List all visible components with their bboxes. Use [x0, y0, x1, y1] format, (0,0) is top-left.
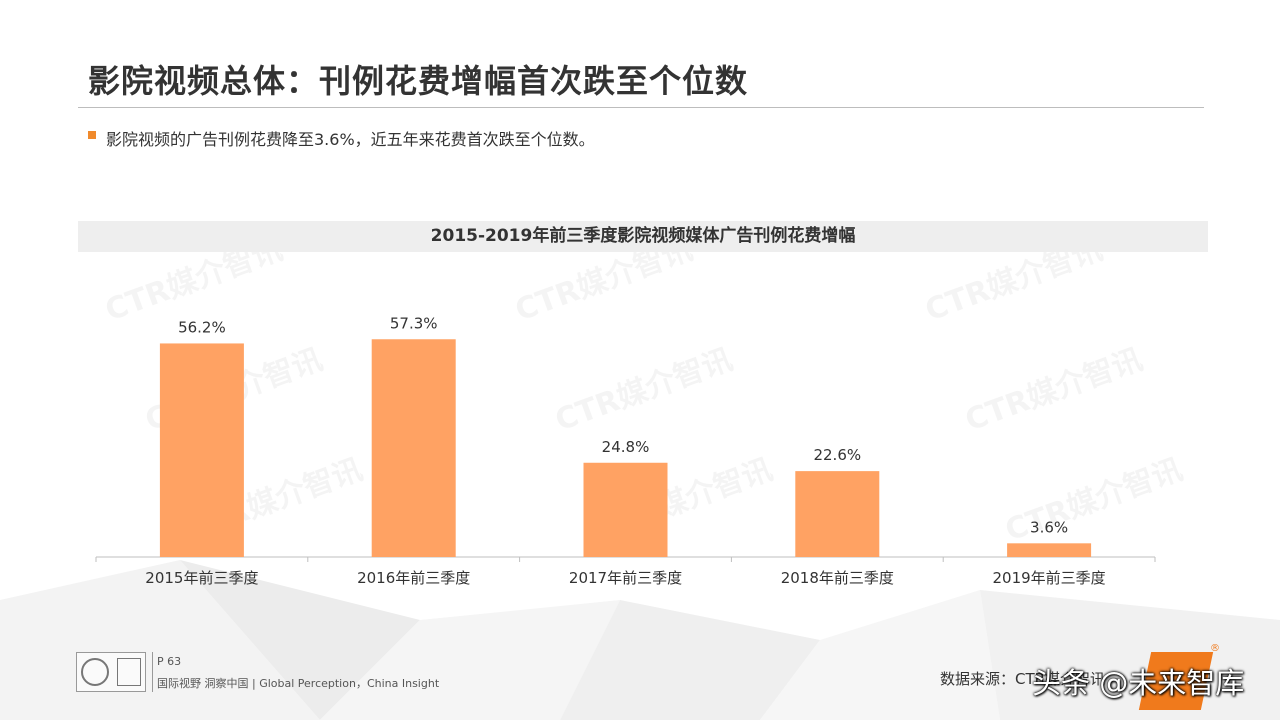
certification-logos: [76, 652, 146, 692]
title-divider: [78, 107, 1204, 108]
page-number: P 63: [157, 655, 182, 668]
footer-slogan: 国际视野 洞察中国 | Global Perception，China Insi…: [157, 677, 440, 690]
data-source: 数据来源：CTR媒介智讯: [940, 670, 1106, 688]
page-title: 影院视频总体：刊例花费增幅首次跌至个位数: [88, 62, 749, 100]
x-tick-label: 2017年前三季度: [569, 569, 682, 587]
bullet-icon: [88, 131, 96, 139]
registered-mark: ®: [1210, 643, 1220, 654]
x-tick-label: 2015年前三季度: [145, 569, 258, 587]
bar: [795, 471, 880, 557]
chart-header: 2015-2019年前三季度影院视频媒体广告刊例花费增幅: [78, 221, 1208, 252]
x-tick-label: 2016年前三季度: [357, 569, 470, 587]
data-label: 56.2%: [178, 318, 226, 336]
data-label: 3.6%: [1030, 518, 1068, 536]
data-label: 24.8%: [602, 438, 650, 456]
footer-divider: [152, 652, 153, 692]
chart-title: 2015-2019年前三季度影院视频媒体广告刊例花费增幅: [430, 226, 856, 246]
bar: [1007, 543, 1092, 557]
bar: [159, 343, 244, 557]
x-tick-label: 2018年前三季度: [781, 569, 894, 587]
data-label: 57.3%: [390, 314, 438, 332]
bar: [583, 462, 668, 557]
x-tick-label: 2019年前三季度: [993, 569, 1106, 587]
subtitle: 影院视频的广告刊例花费降至3.6%，近五年来花费首次跌至个位数。: [106, 130, 595, 149]
bar: [371, 339, 456, 557]
certification-seal-icon: [81, 658, 109, 686]
certification-badge-icon: [117, 658, 141, 686]
brand-overlay: 头条 @未来智库: [1032, 666, 1245, 700]
data-label: 22.6%: [813, 446, 861, 464]
